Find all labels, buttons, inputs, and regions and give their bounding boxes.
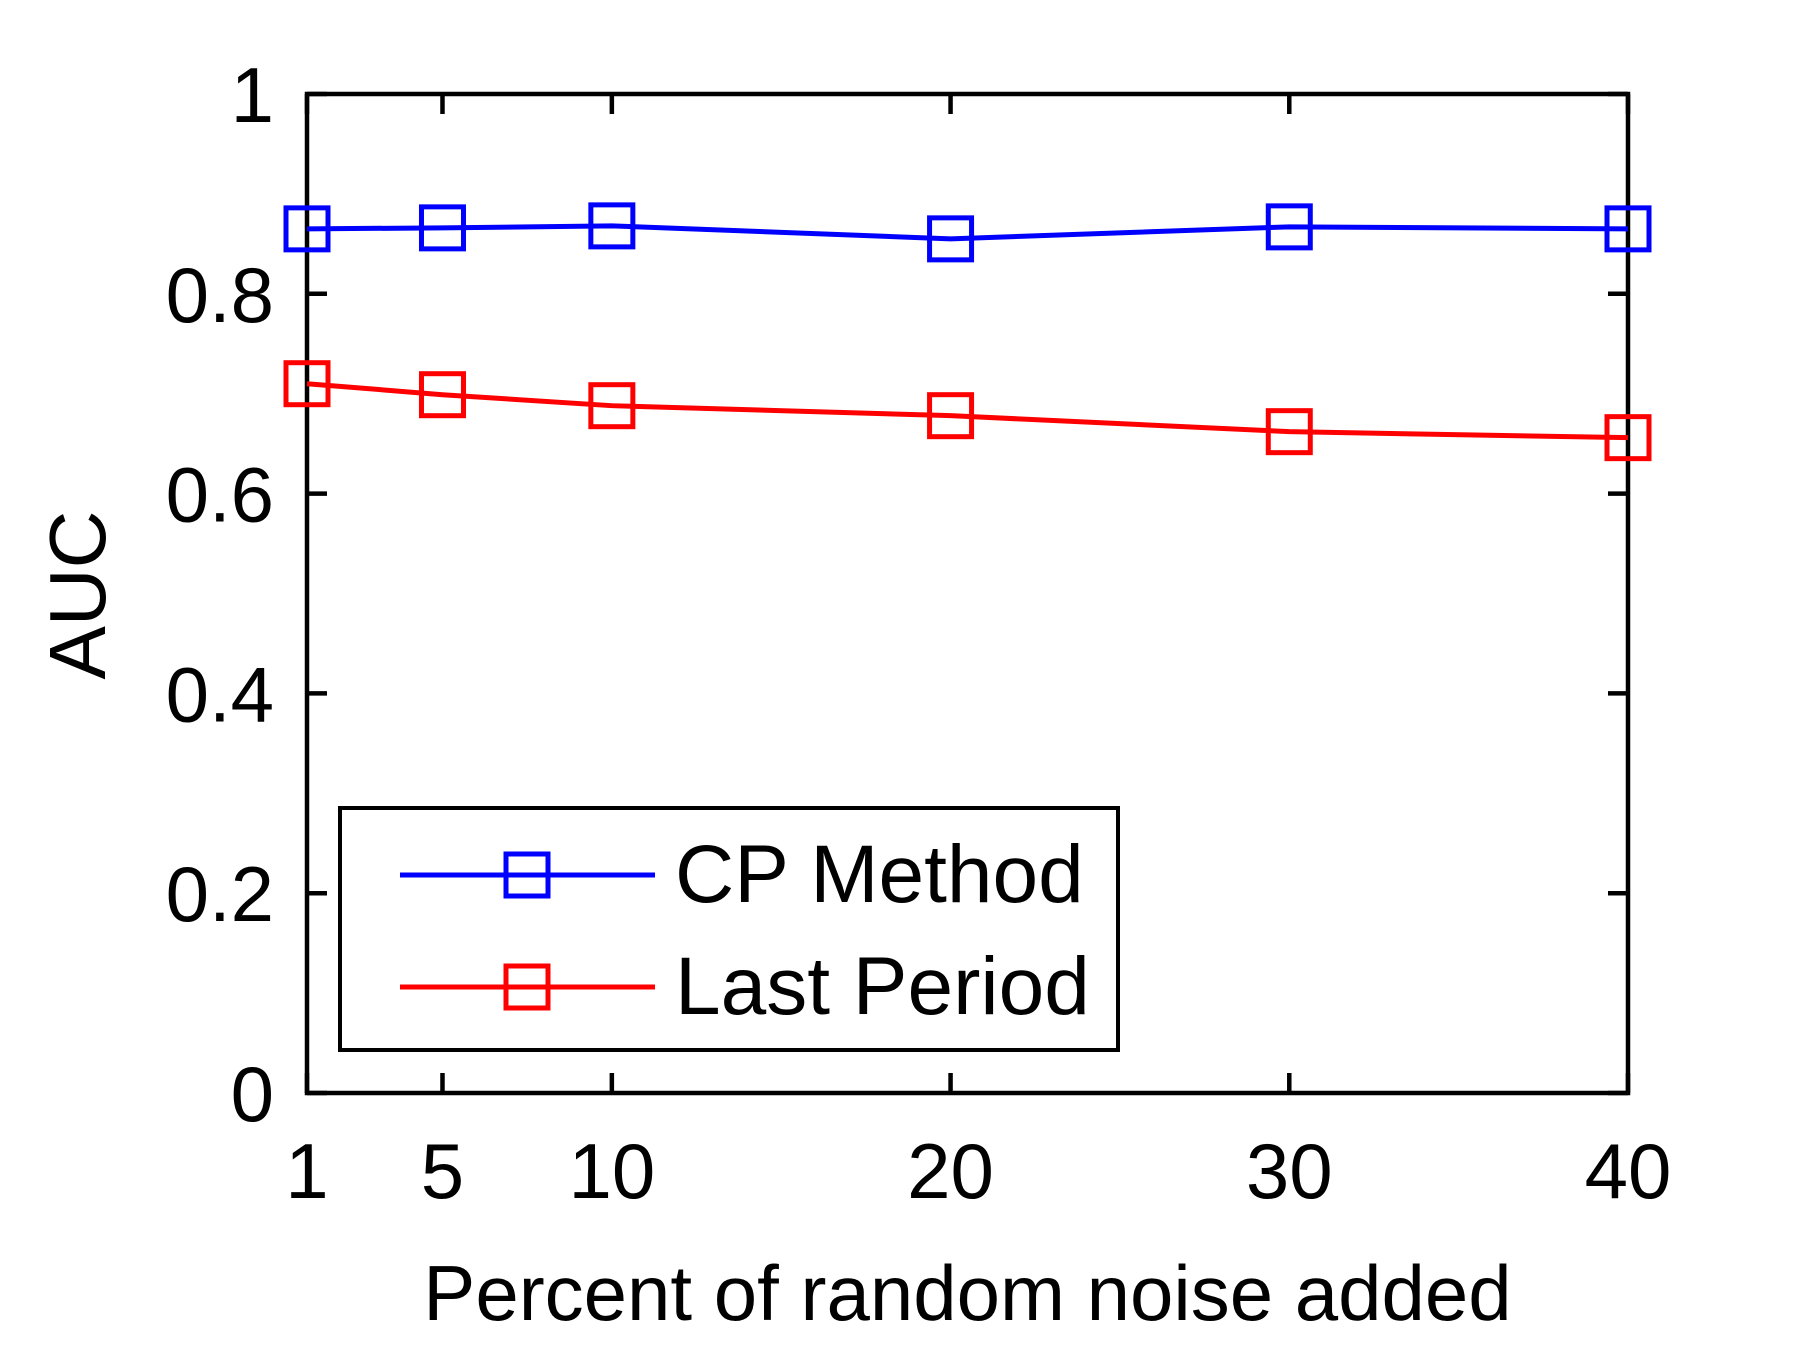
data-point-marker	[283, 360, 331, 408]
x-tick-label: 20	[907, 1127, 994, 1215]
data-point-marker	[1604, 414, 1652, 462]
y-tick-label: 0.4	[166, 650, 274, 738]
x-tick-label: 10	[568, 1127, 655, 1215]
data-point-marker	[418, 371, 466, 419]
x-tick-label: 40	[1585, 1127, 1672, 1215]
legend-label: CP Method	[675, 829, 1084, 920]
x-tick-label: 1	[285, 1127, 328, 1215]
data-point-marker	[1265, 408, 1313, 456]
legend-sample-line-marker-icon	[400, 851, 655, 899]
data-point-marker	[588, 202, 636, 250]
series-line-1	[306, 381, 1629, 441]
y-tick-label: 0.2	[166, 850, 274, 938]
data-point-marker	[1604, 205, 1652, 253]
data-point-marker	[1265, 203, 1313, 251]
plot-border	[304, 91, 1631, 1096]
data-point-marker	[927, 215, 975, 263]
x-tick-label: 5	[421, 1127, 464, 1215]
data-point-marker	[418, 204, 466, 252]
legend: CP Method Last Period	[338, 806, 1120, 1052]
legend-entry-last-period: Last Period	[342, 931, 1116, 1043]
data-point-marker	[283, 205, 331, 253]
data-point-marker	[927, 392, 975, 440]
y-axis-label: AUC	[33, 510, 122, 680]
x-tick-label: 30	[1246, 1127, 1333, 1215]
legend-sample-line-marker-icon	[400, 963, 655, 1011]
y-tick-label: 0.8	[166, 251, 274, 339]
y-tick-label: 0.6	[166, 451, 274, 539]
y-tick-label: 0	[231, 1050, 274, 1138]
series-line-0	[306, 223, 1629, 242]
data-point-marker	[588, 382, 636, 430]
x-axis-label: Percent of random noise added	[423, 1249, 1512, 1337]
legend-label: Last Period	[675, 941, 1090, 1032]
y-tick-label: 1	[231, 51, 274, 139]
legend-entry-cp-method: CP Method	[342, 819, 1116, 931]
